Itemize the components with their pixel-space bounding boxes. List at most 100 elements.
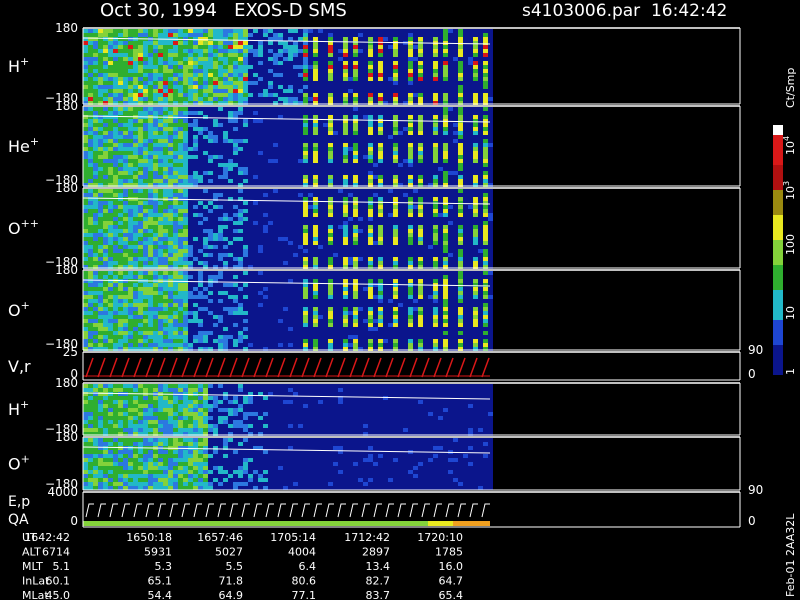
spectrogram-cells — [208, 384, 493, 436]
colorbar-segment — [773, 320, 783, 345]
colorbar-segment — [773, 345, 783, 375]
y-tick-label: −180 — [45, 337, 78, 351]
panel-label-sup: + — [21, 299, 30, 312]
y-tick-label: 180 — [55, 99, 78, 113]
trace-line — [82, 392, 491, 400]
spectrogram-cells — [83, 29, 308, 105]
trace-line — [82, 446, 491, 454]
panel-label: H+ — [8, 398, 29, 419]
table-cell: 1642:42 — [24, 531, 70, 544]
row-label: UT — [22, 531, 37, 544]
spectrogram-cells — [83, 107, 488, 187]
trace-line — [82, 115, 491, 123]
table-cell: 6714 — [42, 546, 70, 559]
trace-line — [82, 197, 491, 205]
table-cell: 1705:14 — [270, 531, 316, 544]
row-label: InLat — [22, 575, 50, 588]
right-tick-label: 0 — [748, 514, 756, 528]
y-tick-label: −180 — [45, 255, 78, 269]
qa-bar — [83, 521, 428, 526]
panel-label-base: O — [8, 301, 21, 320]
colorbar-tick-label-base: 10 — [784, 141, 797, 155]
y-tick-label: 0 — [70, 514, 78, 528]
table-cell: 60.1 — [46, 575, 71, 588]
right-tick-label: 90 — [748, 343, 763, 357]
row-label: MLT — [22, 560, 43, 573]
colorbar-segment — [773, 190, 783, 215]
colorbar-tick-label: 10 — [784, 306, 797, 320]
table-cell: 4004 — [288, 546, 316, 559]
table-cell: 80.6 — [292, 575, 317, 588]
panel-label-sup: + — [30, 135, 39, 148]
table-cell: 5027 — [215, 546, 243, 559]
colorbar-segment — [773, 135, 783, 165]
table-cell: 5.1 — [53, 560, 71, 573]
y-tick-label: 180 — [55, 21, 78, 35]
trace-line — [82, 37, 491, 45]
spectrogram-cells — [303, 279, 488, 351]
row-label: MLat — [22, 589, 49, 600]
colorbar-tick-label: 103 — [782, 181, 797, 200]
spectrogram-cells — [248, 29, 493, 105]
y-tick-label: 180 — [55, 181, 78, 195]
panel-label-sup: ++ — [21, 217, 39, 230]
colorbar-segment — [773, 125, 783, 135]
table-cell: 1650:18 — [126, 531, 172, 544]
qa-bar — [453, 521, 490, 526]
table-cell: 64.7 — [439, 575, 464, 588]
spectrogram-cells — [188, 107, 493, 187]
spectrogram-cells — [83, 29, 488, 105]
y-tick-label: −180 — [45, 91, 78, 105]
panel-label: QA — [8, 512, 29, 528]
colorbar-tick-label: 1 — [784, 368, 797, 375]
right-tick-label: 0 — [748, 367, 756, 381]
panel-label: O+ — [8, 299, 30, 320]
spectrogram-cells — [83, 438, 208, 490]
spectrogram-cells — [208, 438, 493, 490]
y-tick-label: −180 — [45, 422, 78, 436]
panel-label-base: H — [8, 400, 20, 419]
table-cell: 2897 — [362, 546, 390, 559]
y-tick-label: 180 — [55, 263, 78, 277]
y-tick-label: 25 — [63, 345, 78, 359]
spectrogram-cells — [83, 438, 208, 490]
panel-label-base: He — [8, 137, 30, 156]
table-cell: 13.4 — [366, 560, 391, 573]
colorbar-tick-label-base: 10 — [784, 186, 797, 200]
velocity-trace — [85, 357, 490, 378]
spectrogram-cells — [303, 197, 488, 269]
trace-line — [82, 279, 491, 287]
colorbar-tick-label: 100 — [784, 234, 797, 255]
spectrogram-cells — [253, 107, 493, 187]
table-cell: 1785 — [435, 546, 463, 559]
file-info: s4103006.par 16:42:42 — [522, 1, 727, 21]
spectrogram-cells — [83, 107, 488, 187]
panel-label: O+ — [8, 452, 30, 473]
y-tick-label: 180 — [55, 376, 78, 390]
panel-label-sup: + — [20, 55, 29, 68]
footer: Feb-01 2AA32L — [784, 513, 797, 597]
table-cell: 64.9 — [219, 589, 244, 600]
colorbar-segment — [773, 290, 783, 320]
colorbar-unit: Ct/Smp — [784, 68, 797, 108]
spectrogram-cells — [83, 189, 488, 269]
colorbar-segment — [773, 265, 783, 290]
table-cell: 16.0 — [439, 560, 464, 573]
table-cell: 65.4 — [439, 589, 464, 600]
table-cell: 65.1 — [148, 575, 173, 588]
panel-label-base: O — [8, 455, 21, 474]
colorbar-tick-label: 104 — [782, 136, 797, 155]
y-tick-label: −180 — [45, 477, 78, 491]
table-cell: 45.0 — [46, 589, 71, 600]
table-cell: 82.7 — [366, 575, 391, 588]
table-cell: 5.5 — [226, 560, 244, 573]
y-tick-label: −180 — [45, 173, 78, 187]
table-cell: 1720:10 — [417, 531, 463, 544]
panel-label-base: O — [8, 219, 21, 238]
colorbar-tick-label-base: 1 — [784, 368, 797, 375]
table-cell: 71.8 — [219, 575, 244, 588]
panel-label-base: V,r — [8, 357, 31, 376]
spectrogram-cells — [83, 29, 308, 105]
table-cell: 5.3 — [155, 560, 173, 573]
